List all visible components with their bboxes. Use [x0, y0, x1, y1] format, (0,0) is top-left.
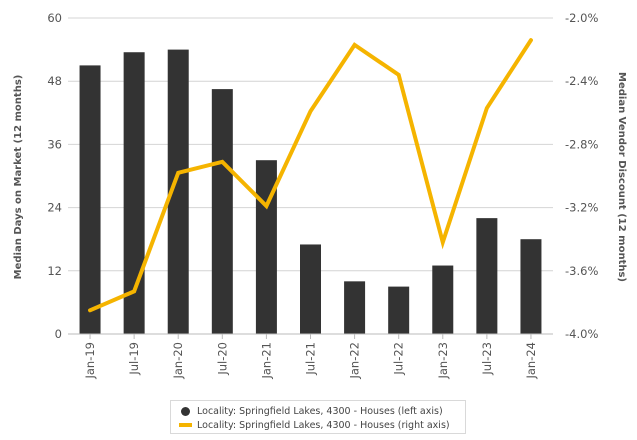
bar[interactable]	[300, 244, 321, 334]
bar[interactable]	[255, 160, 277, 334]
right-tick-label: -2.0%	[565, 11, 598, 25]
right-tick-label: -3.6%	[565, 264, 598, 278]
x-tick-label: Jul-19	[127, 342, 141, 376]
x-tick-label: Jul-23	[480, 342, 494, 376]
bar[interactable]	[79, 65, 101, 335]
x-tick-label: Jan-22	[348, 342, 362, 380]
right-tick-label: -2.4%	[565, 74, 598, 88]
right-axis-title: Median Vendor Discount (12 months)	[616, 72, 627, 282]
axes: 0 12 24 36 48 60 -4.0% -3.6% -3.2% -2.8% -2.4% -2.0…	[47, 11, 598, 380]
legend-label-line: Locality: Springfield Lakes, 4300 - Hous…	[197, 419, 450, 431]
x-tick-label: Jul-21	[304, 342, 318, 376]
bar[interactable]	[520, 239, 542, 334]
x-tick-label: Jul-22	[392, 342, 406, 376]
bar[interactable]	[476, 218, 498, 334]
bar-series	[79, 49, 542, 335]
legend-label-bars: Locality: Springfield Lakes, 4300 - Hous…	[197, 405, 443, 417]
bar[interactable]	[211, 89, 233, 334]
left-axis-title: Median Days on Market (12 months)	[13, 75, 24, 280]
legend: Locality: Springfield Lakes, 4300 - Hous…	[170, 400, 466, 434]
series-line[interactable]	[88, 38, 533, 313]
x-tick-label: Jan-19	[83, 342, 97, 380]
line-series	[88, 38, 533, 313]
bar[interactable]	[344, 281, 366, 334]
bar[interactable]	[123, 52, 145, 334]
left-tick-label: 0	[55, 327, 62, 341]
left-tick-label: 48	[47, 74, 62, 88]
x-tick-label: Jul-20	[215, 342, 229, 376]
left-tick-label: 12	[47, 264, 62, 278]
left-tick-label: 60	[47, 11, 62, 25]
legend-item-line[interactable]: Locality: Springfield Lakes, 4300 - Hous…	[179, 418, 457, 432]
legend-item-bars[interactable]: Locality: Springfield Lakes, 4300 - Hous…	[179, 404, 457, 418]
legend-marker-bars	[181, 406, 190, 416]
right-tick-label: -2.8%	[565, 137, 598, 151]
x-tick-label: Jan-20	[171, 342, 185, 380]
left-tick-label: 36	[47, 137, 62, 151]
left-tick-label: 24	[47, 201, 62, 215]
x-tick-label: Jan-23	[436, 342, 450, 380]
x-tick-label: Jan-24	[524, 342, 538, 380]
right-tick-label: -4.0%	[565, 327, 598, 341]
x-tick-label: Jan-21	[259, 342, 273, 380]
bar[interactable]	[432, 265, 454, 334]
bar[interactable]	[167, 49, 189, 334]
legend-marker-line	[179, 423, 192, 427]
bar[interactable]	[388, 286, 410, 334]
right-tick-label: -3.2%	[565, 201, 598, 215]
